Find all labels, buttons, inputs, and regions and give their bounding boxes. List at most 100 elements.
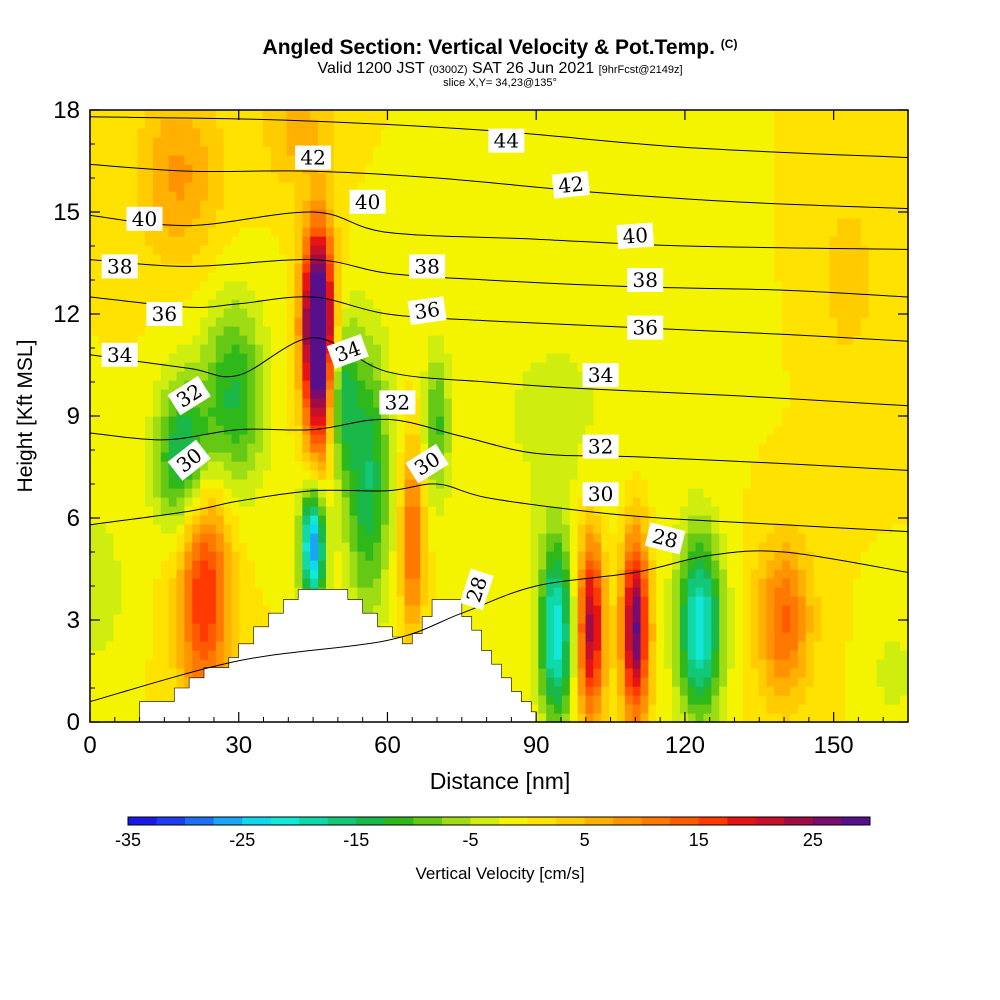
velocity-cell bbox=[679, 686, 689, 696]
velocity-cell bbox=[184, 497, 193, 507]
velocity-cell bbox=[286, 434, 296, 444]
velocity-cell bbox=[687, 533, 697, 543]
velocity-cell bbox=[451, 461, 461, 471]
velocity-cell bbox=[790, 560, 799, 570]
velocity-cell bbox=[113, 551, 123, 561]
slice-info: slice X,Y= 34,23@135° bbox=[443, 77, 557, 89]
velocity-cell bbox=[310, 308, 319, 318]
velocity-cell bbox=[215, 407, 225, 417]
velocity-cell bbox=[404, 443, 414, 453]
velocity-cell bbox=[561, 371, 571, 381]
velocity-cell bbox=[184, 407, 193, 417]
velocity-cell bbox=[475, 425, 484, 435]
velocity-cell bbox=[829, 623, 838, 633]
velocity-cell bbox=[679, 677, 689, 687]
velocity-cell bbox=[609, 416, 618, 426]
velocity-cell bbox=[876, 434, 886, 444]
velocity-cell bbox=[325, 443, 335, 453]
velocity-cell bbox=[168, 479, 178, 489]
velocity-cell bbox=[554, 353, 563, 363]
velocity-cell bbox=[200, 605, 209, 615]
velocity-cell bbox=[247, 632, 256, 642]
velocity-cell bbox=[782, 470, 791, 480]
velocity-cell bbox=[341, 497, 351, 507]
velocity-cell bbox=[263, 596, 272, 606]
velocity-cell bbox=[797, 623, 807, 633]
velocity-cell bbox=[640, 344, 650, 354]
velocity-cell bbox=[695, 488, 705, 498]
velocity-cell bbox=[585, 398, 594, 408]
velocity-cell bbox=[845, 668, 854, 678]
velocity-cell bbox=[129, 443, 138, 453]
velocity-cell bbox=[145, 533, 154, 543]
velocity-cell bbox=[892, 713, 901, 723]
velocity-cell bbox=[546, 542, 555, 552]
velocity-cell bbox=[506, 578, 516, 588]
velocity-cell bbox=[593, 596, 602, 606]
velocity-cell bbox=[624, 641, 634, 651]
velocity-cell bbox=[404, 632, 414, 642]
velocity-cell bbox=[467, 407, 477, 417]
velocity-cell bbox=[687, 560, 697, 570]
velocity-cell bbox=[310, 371, 319, 381]
velocity-cell bbox=[774, 335, 783, 345]
velocity-cell bbox=[168, 506, 178, 516]
velocity-cell bbox=[679, 605, 689, 615]
velocity-cell bbox=[593, 407, 602, 417]
velocity-cell bbox=[656, 416, 665, 426]
velocity-cell bbox=[412, 497, 421, 507]
velocity-cell bbox=[381, 560, 390, 570]
velocity-cell bbox=[624, 335, 634, 345]
velocity-cell bbox=[530, 497, 539, 507]
velocity-cell bbox=[499, 479, 508, 489]
velocity-cell bbox=[475, 407, 484, 417]
velocity-cell bbox=[585, 551, 594, 561]
velocity-cell bbox=[113, 362, 123, 372]
velocity-cell bbox=[852, 704, 862, 714]
velocity-cell bbox=[782, 452, 791, 462]
velocity-cell bbox=[601, 560, 610, 570]
velocity-cell bbox=[278, 362, 288, 372]
velocity-cell bbox=[459, 506, 469, 516]
velocity-cell bbox=[475, 524, 484, 534]
velocity-cell bbox=[656, 371, 665, 381]
velocity-cell bbox=[388, 461, 398, 471]
velocity-cell bbox=[695, 461, 705, 471]
velocity-cell bbox=[357, 452, 366, 462]
velocity-cell bbox=[278, 533, 288, 543]
velocity-cell bbox=[373, 362, 382, 372]
velocity-cell bbox=[758, 380, 768, 390]
velocity-cell bbox=[381, 587, 390, 597]
velocity-cell bbox=[884, 326, 893, 336]
velocity-cell bbox=[506, 461, 516, 471]
velocity-cell bbox=[97, 659, 107, 669]
velocity-cell bbox=[845, 686, 854, 696]
velocity-cell bbox=[837, 497, 846, 507]
velocity-cell bbox=[766, 362, 775, 372]
velocity-cell bbox=[310, 533, 319, 543]
velocity-cell bbox=[727, 371, 736, 381]
velocity-cell bbox=[577, 695, 587, 705]
velocity-cell bbox=[813, 569, 823, 579]
velocity-cell bbox=[113, 317, 123, 327]
velocity-cell bbox=[876, 461, 886, 471]
velocity-cell bbox=[152, 290, 162, 300]
velocity-cell bbox=[868, 506, 878, 516]
velocity-cell bbox=[538, 326, 547, 336]
velocity-cell bbox=[278, 398, 288, 408]
velocity-cell bbox=[522, 398, 532, 408]
velocity-cell bbox=[554, 362, 563, 372]
velocity-cell bbox=[365, 443, 374, 453]
velocity-cell bbox=[357, 290, 366, 300]
velocity-cell bbox=[325, 551, 335, 561]
velocity-cell bbox=[302, 380, 311, 390]
velocity-cell bbox=[695, 677, 705, 687]
velocity-cell bbox=[703, 425, 712, 435]
velocity-cell bbox=[310, 326, 319, 336]
velocity-cell bbox=[852, 308, 862, 318]
velocity-cell bbox=[231, 461, 241, 471]
velocity-cell bbox=[357, 299, 366, 309]
velocity-cell bbox=[255, 389, 264, 399]
velocity-cell bbox=[577, 641, 587, 651]
velocity-cell bbox=[483, 551, 492, 561]
